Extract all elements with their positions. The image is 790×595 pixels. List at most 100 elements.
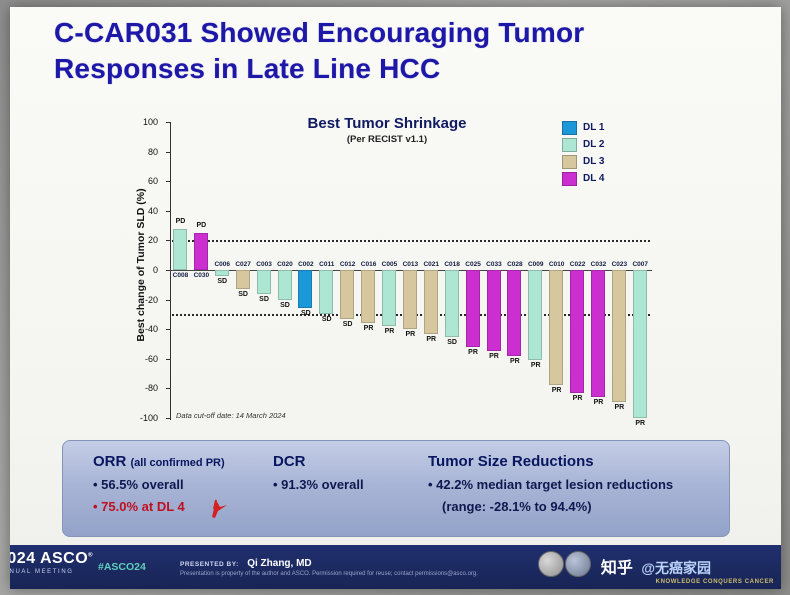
response-label: PR xyxy=(614,403,625,411)
legend-label: DL 3 xyxy=(583,156,605,167)
response-label: PD xyxy=(196,222,207,229)
bar-rect xyxy=(570,270,585,393)
waterfall-plot: C008 PD C030 PD C006 SD C027 SD C003 SD C020 SD C002… xyxy=(166,122,652,434)
slide-title-line2: Responses in Late Line HCC xyxy=(54,53,441,84)
legend-swatch-icon xyxy=(562,120,577,135)
bar-rect xyxy=(549,270,564,386)
bar-rect xyxy=(235,270,250,290)
stats-panel: ORR (all confirmed PR) 56.5% overall 75.… xyxy=(62,440,730,537)
y-tick-label: 20 xyxy=(147,235,158,246)
patient-id-label: C003 xyxy=(256,261,272,268)
bar-rect xyxy=(444,270,459,337)
response-label: SD xyxy=(259,295,269,303)
footer-bar: 2024 ASCO® ANNUAL MEETING #ASCO24 PRESEN… xyxy=(10,545,781,589)
waterfall-bar-C011: C011 SD xyxy=(316,122,337,432)
bar-rect xyxy=(507,270,522,356)
waterfall-bar-C027: C027 SD xyxy=(233,122,254,432)
waterfall-bar-C016: C016 PR xyxy=(358,122,379,432)
chart-subtitle: (Per RECIST v1.1) xyxy=(346,134,428,145)
presented-by-label: PRESENTED BY: xyxy=(180,561,239,568)
waterfall-bar-C022: C022 PR xyxy=(567,122,588,432)
y-tick-mark xyxy=(166,358,170,360)
waterfall-bar-C002: C002 SD xyxy=(295,122,316,432)
dcr-overall: 91.3% overall xyxy=(273,477,363,492)
response-label: PR xyxy=(426,335,437,343)
dcr-heading: DCR xyxy=(273,453,306,470)
waterfall-bar-C006: C006 SD xyxy=(212,122,233,432)
response-label: PR xyxy=(572,394,583,402)
legend-item-dl-1: DL 1 xyxy=(562,119,605,136)
bar-rect xyxy=(298,270,313,309)
response-label: PR xyxy=(468,348,478,356)
response-label: SD xyxy=(300,310,311,318)
zhihu-logo-text: 知乎 xyxy=(600,560,633,577)
waterfall-bar-C033: C033 PR xyxy=(484,122,505,432)
slide: C-CAR031 Showed Encouraging Tumor Respon… xyxy=(10,7,781,589)
y-tick-label: -40 xyxy=(144,324,158,335)
patient-id-label: C020 xyxy=(277,261,293,268)
patient-id-label: C018 xyxy=(444,261,460,268)
y-tick-mark xyxy=(166,122,170,123)
asco-logo-meeting: ANNUAL MEETING xyxy=(10,569,74,575)
y-tick-label: 0 xyxy=(152,265,158,275)
bar-rect xyxy=(340,270,355,319)
response-label: PR xyxy=(405,331,416,339)
patient-id-label: C012 xyxy=(339,261,356,268)
response-label: PR xyxy=(593,399,604,407)
red-pointer-arrow xyxy=(212,499,227,518)
legend-swatch-icon xyxy=(562,154,577,169)
legend-label: DL 1 xyxy=(583,122,605,133)
response-label: SD xyxy=(447,338,457,346)
y-tick-label: 60 xyxy=(147,176,158,187)
y-tick-label: 40 xyxy=(147,205,158,216)
permission-fine-print: Presentation is property of the author a… xyxy=(180,571,478,577)
response-label: PR xyxy=(363,325,374,333)
waterfall-bar-C018: C018 SD xyxy=(442,122,463,432)
response-label: SD xyxy=(280,301,290,309)
orr-heading: ORR (all confirmed PR) xyxy=(93,453,225,470)
dcr-column: DCR 91.3% overall xyxy=(273,453,364,492)
response-label: PD xyxy=(175,217,186,225)
patient-id-label: C002 xyxy=(298,261,314,268)
bar-rect xyxy=(611,270,626,402)
bar-rect xyxy=(402,270,417,330)
orr-heading-text: ORR xyxy=(93,453,127,470)
patient-id-label: C016 xyxy=(360,261,377,268)
bar-rect xyxy=(214,270,229,276)
orr-heading-note: (all confirmed PR) xyxy=(130,457,225,469)
orr-dl4: 75.0% at DL 4 xyxy=(93,499,225,514)
response-label: PR xyxy=(489,353,499,361)
bar-rect xyxy=(193,233,208,270)
hashtag: #ASCO24 xyxy=(98,561,146,573)
response-label: PR xyxy=(384,328,395,336)
y-tick-mark xyxy=(166,418,170,419)
patient-id-label: C025 xyxy=(465,261,481,268)
chart-legend: DL 1 DL 2 DL 3 DL 4 xyxy=(562,119,605,187)
brand-tagline: KNOWLEDGE CONQUERS CANCER xyxy=(655,579,774,585)
y-tick-mark xyxy=(166,151,170,153)
response-label: PR xyxy=(509,357,520,365)
patient-id-label: C027 xyxy=(235,261,251,268)
waterfall-bar-C020: C020 SD xyxy=(275,122,296,432)
bar-rect xyxy=(528,270,543,361)
response-label: PR xyxy=(551,387,562,395)
zhihu-watermark: 知乎 @无癌家园 xyxy=(601,554,711,578)
waterfall-bar-C028: C028 PR xyxy=(504,122,525,432)
y-tick-mark xyxy=(166,270,170,271)
data-cutoff-note: Data cut-off date: 14 March 2024 xyxy=(176,411,286,420)
bar-rect xyxy=(277,270,292,300)
patient-id-label: C011 xyxy=(319,261,335,268)
y-tick-mark xyxy=(166,181,170,183)
legend-label: DL 2 xyxy=(583,139,605,150)
orr-column: ORR (all confirmed PR) 56.5% overall 75.… xyxy=(93,453,225,514)
patient-id-label: C007 xyxy=(632,261,649,268)
waterfall-bar-C003: C003 SD xyxy=(254,122,275,432)
patient-id-label: C023 xyxy=(611,261,628,268)
y-tick-label: -20 xyxy=(144,294,158,305)
y-axis-line xyxy=(170,122,171,420)
waterfall-bar-C005: C005 PR xyxy=(379,122,400,432)
watermark-avatar-icon-1 xyxy=(538,551,564,577)
bar-rect xyxy=(256,270,271,294)
response-label: SD xyxy=(321,316,332,324)
slide-title: C-CAR031 Showed Encouraging Tumor Respon… xyxy=(54,15,584,87)
